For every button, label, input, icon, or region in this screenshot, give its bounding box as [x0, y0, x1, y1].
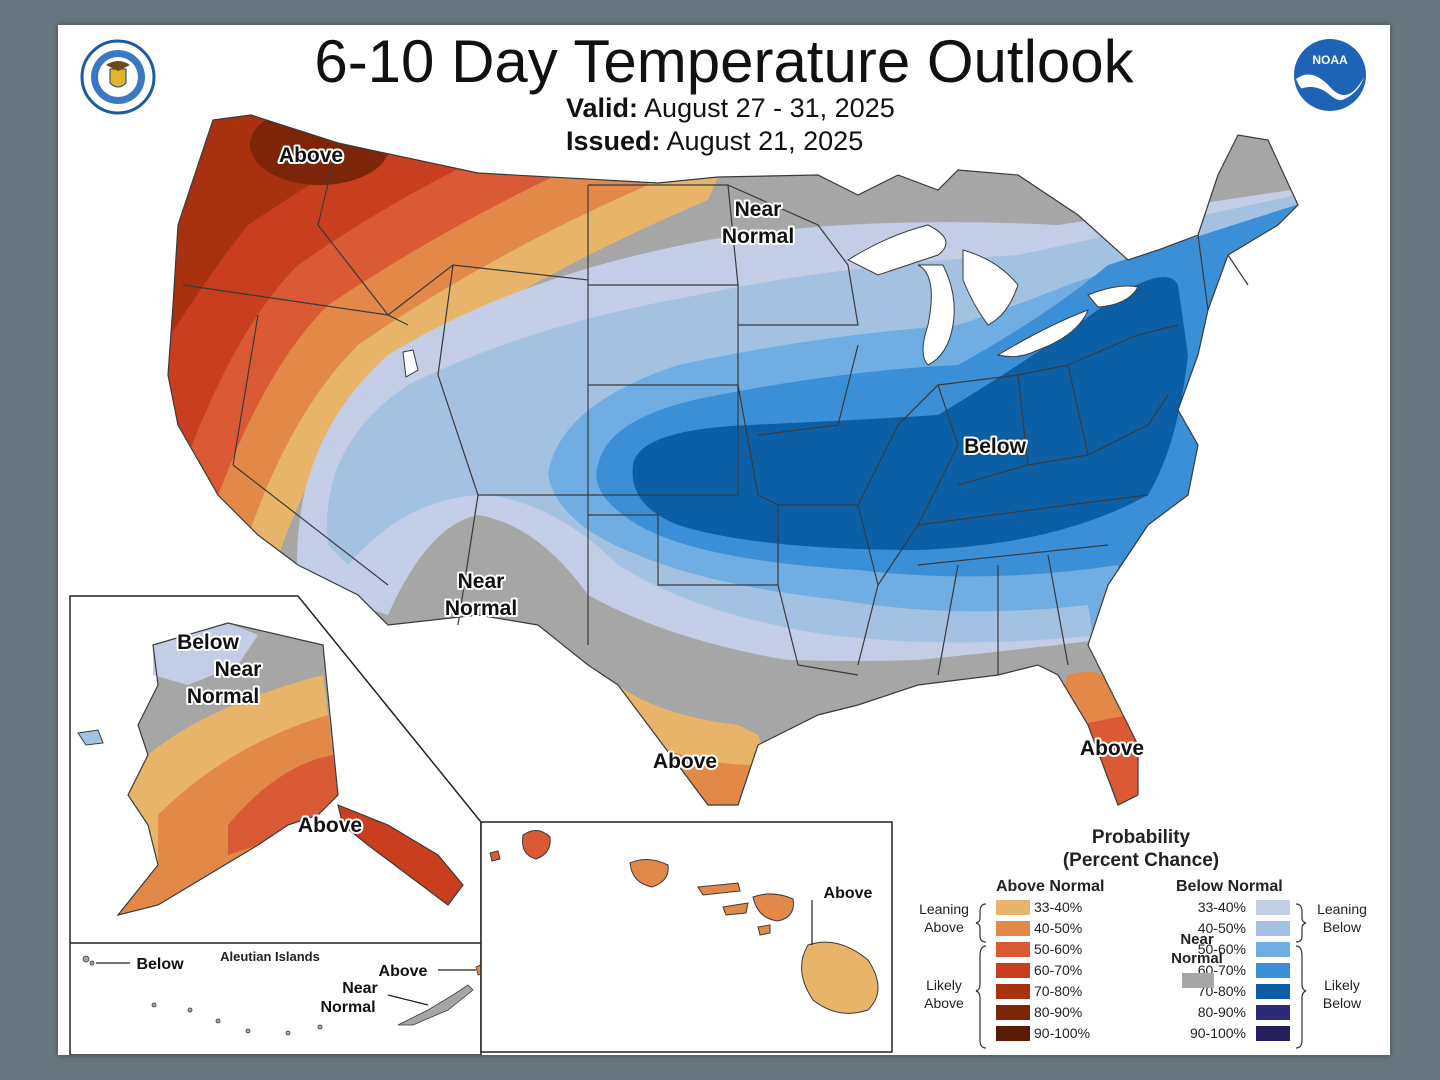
above-bin-label-1: 33-40%: [1034, 899, 1083, 915]
above-bin-label-2: 40-50%: [1034, 920, 1083, 936]
leaning-below-label-1: Leaning: [1317, 901, 1367, 917]
legend-subtitle: (Percent Chance): [1062, 850, 1220, 871]
nw-above-label: Above: [279, 144, 343, 167]
north-near-label: Near: [735, 198, 782, 221]
alaska-normal-label: Normal: [187, 685, 259, 708]
below-swatch-5: [1256, 984, 1290, 999]
likely-below-label-1: Likely: [1324, 977, 1360, 993]
valid-line: Valid: August 27 - 31, 2025: [566, 93, 895, 124]
legend-title: Probability: [1091, 827, 1191, 848]
above-swatch-6: [996, 1005, 1030, 1020]
state-borders: [167, 114, 1299, 806]
aleutian-islands: [82, 955, 487, 1036]
below-swatch-6: [1256, 1005, 1290, 1020]
florida-above-label: Above: [1080, 737, 1144, 760]
outlook-map-card: 6-10 Day Temperature Outlook Valid: Augu…: [58, 25, 1390, 1055]
below-swatch-7: [1256, 1026, 1290, 1041]
aleutian-normal-label: Normal: [320, 999, 375, 1016]
below-bin-label-7: 90-100%: [1189, 1025, 1246, 1041]
above-swatch-1: [996, 900, 1030, 915]
legend-near-label-2: Normal: [1171, 950, 1223, 967]
below-bin-label-1: 33-40%: [1197, 899, 1246, 915]
valid-dates: August 27 - 31, 2025: [644, 93, 895, 123]
aleutian-title: Aleutian Islands: [220, 949, 320, 964]
texas-above-label: Above: [653, 750, 717, 773]
below-bin-label-2: 40-50%: [1197, 920, 1246, 936]
valid-label: Valid:: [566, 93, 639, 123]
sw-normal-label: Normal: [445, 597, 517, 620]
above-swatch-7: [996, 1026, 1030, 1041]
below-bin-label-3: 50-60%: [1197, 941, 1246, 957]
alaska-near-label: Near: [215, 658, 262, 681]
legend-braces: [975, 903, 1307, 1049]
above-bin-label-5: 70-80%: [1034, 983, 1083, 999]
sw-near-label: Near: [458, 570, 505, 593]
noaa-logo-text: NOAA: [1312, 53, 1348, 67]
below-bin-label-6: 80-90%: [1197, 1004, 1246, 1020]
below-swatch-2: [1256, 921, 1290, 936]
leaning-above-label-2: Above: [924, 919, 964, 935]
issued-label: Issued:: [566, 126, 661, 156]
above-bin-label-4: 60-70%: [1034, 962, 1083, 978]
hawaii-inset: Above: [480, 821, 893, 1053]
aleutian-above-label: Above: [379, 963, 428, 980]
east-below-label: Below: [964, 435, 1027, 458]
below-swatch-1: [1256, 900, 1290, 915]
issued-date: August 21, 2025: [666, 126, 864, 156]
noaa-logo-icon: NOAA: [1294, 39, 1366, 111]
alaska-shading: [118, 623, 463, 915]
likely-above-label-1: Likely: [926, 977, 962, 993]
alaska-inset: Below Near Normal Above Aleutian Islands…: [69, 595, 487, 1055]
above-swatch-3: [996, 942, 1030, 957]
leaning-above-label-1: Leaning: [919, 901, 969, 917]
aleutian-below-label: Below: [136, 956, 184, 973]
legend: Probability (Percent Chance) Above Norma…: [892, 822, 1390, 1055]
above-bin-label-3: 50-60%: [1034, 941, 1083, 957]
legend-above-header: Above Normal: [996, 878, 1105, 895]
below-swatch-3: [1256, 942, 1290, 957]
page-title: 6-10 Day Temperature Outlook: [314, 28, 1134, 95]
north-normal-label: Normal: [722, 225, 794, 248]
leaning-below-label-2: Below: [1322, 919, 1362, 935]
above-swatch-5: [996, 984, 1030, 999]
below-swatch-4: [1256, 963, 1290, 978]
above-swatch-2: [996, 921, 1030, 936]
legend-near-swatch: [1182, 973, 1214, 988]
legend-below-header: Below Normal: [1176, 878, 1283, 895]
alaska-above-label: Above: [298, 814, 362, 837]
above-bin-label-6: 80-90%: [1034, 1004, 1083, 1020]
above-bin-label-7: 90-100%: [1034, 1025, 1091, 1041]
above-swatch-4: [996, 963, 1030, 978]
commerce-seal-icon: [80, 39, 156, 115]
legend-near-label-1: Near: [1180, 931, 1214, 948]
alaska-below-label: Below: [177, 631, 240, 654]
likely-above-label-2: Above: [924, 995, 964, 1011]
aleutian-near-label: Near: [342, 980, 378, 997]
issued-line: Issued: August 21, 2025: [566, 126, 863, 157]
likely-below-label-2: Below: [1322, 995, 1362, 1011]
hawaii-above-label: Above: [824, 885, 873, 902]
